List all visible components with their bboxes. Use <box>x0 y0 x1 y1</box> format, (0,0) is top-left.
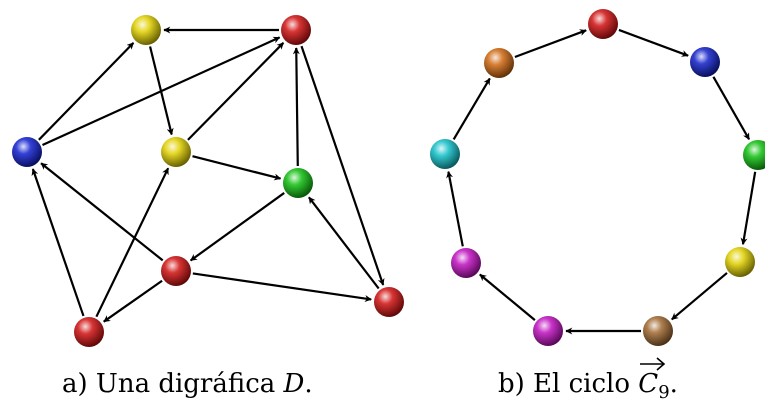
panel-b-caption-suffix: . <box>670 369 678 399</box>
panel-b-caption: b) El ciclo C9. <box>498 369 678 401</box>
a-edge-g1-r2 <box>189 192 285 262</box>
a-vertex-b1 <box>12 137 42 167</box>
b-edge-v6-v7 <box>479 273 536 321</box>
panel-b-cycle: b) El ciclo C9. <box>430 9 765 401</box>
a-edge-r2-r3 <box>103 279 163 323</box>
b-vertex-v1 <box>588 9 618 39</box>
b-edge-v2-v3 <box>712 76 751 140</box>
b-edge-v7-v8 <box>446 170 464 247</box>
panel-a-caption-var: D <box>283 369 305 399</box>
panel-b-caption-prefix: b) El ciclo <box>498 369 630 399</box>
b-vertex-v6 <box>533 316 563 346</box>
panel-b-caption-var: C <box>638 369 658 399</box>
a-edge-r3-b1 <box>31 168 85 317</box>
a-edge-y2-r1 <box>187 42 285 141</box>
b-edge-v3-v4 <box>740 171 757 245</box>
a-edge-b1-y1 <box>38 42 135 141</box>
panel-b-edges <box>446 28 757 335</box>
b-edge-v1-v2 <box>618 28 689 57</box>
a-edge-r1-r4 <box>300 45 385 286</box>
b-vertex-v3 <box>743 140 765 170</box>
a-edge-y1-y2 <box>148 46 174 136</box>
panel-a-edges <box>31 26 385 323</box>
a-edge-r3-y2 <box>95 167 170 318</box>
panel-a-digraph: a) Una digráfica D. <box>12 15 404 399</box>
a-vertex-y1 <box>131 15 161 45</box>
b-vertex-v9 <box>484 48 514 78</box>
a-vertex-r4 <box>374 287 404 317</box>
a-vertex-r3 <box>74 317 104 347</box>
panel-a-vertices <box>12 15 404 347</box>
a-edge-g1-r1 <box>292 47 300 167</box>
panel-a-caption-suffix: . <box>304 369 312 399</box>
a-vertex-g1 <box>283 168 313 198</box>
b-edge-v9-v1 <box>514 29 587 59</box>
a-edge-r2-r4 <box>192 272 372 302</box>
a-vertex-r1 <box>281 15 311 45</box>
overarrow-icon <box>640 357 666 371</box>
b-edge-v8-v9 <box>452 77 491 140</box>
a-edge-r4-g1 <box>308 196 380 290</box>
panel-b-vertices <box>430 9 765 346</box>
a-vertex-y2 <box>161 137 191 167</box>
b-vertex-v4 <box>725 247 755 277</box>
panel-a-caption-prefix: a) Una digráfica <box>62 369 275 399</box>
a-edge-r2-b1 <box>40 162 164 262</box>
b-vertex-v2 <box>690 47 720 77</box>
a-vertex-r2 <box>161 256 191 286</box>
b-vertex-v7 <box>451 248 481 278</box>
b-edge-v4-v5 <box>671 272 728 321</box>
a-edge-y2-g1 <box>192 155 282 181</box>
b-vertex-v5 <box>643 316 673 346</box>
panel-a-caption: a) Una digráfica D. <box>62 369 313 399</box>
b-vertex-v8 <box>430 139 460 169</box>
panel-b-caption-sub: 9 <box>658 382 669 401</box>
